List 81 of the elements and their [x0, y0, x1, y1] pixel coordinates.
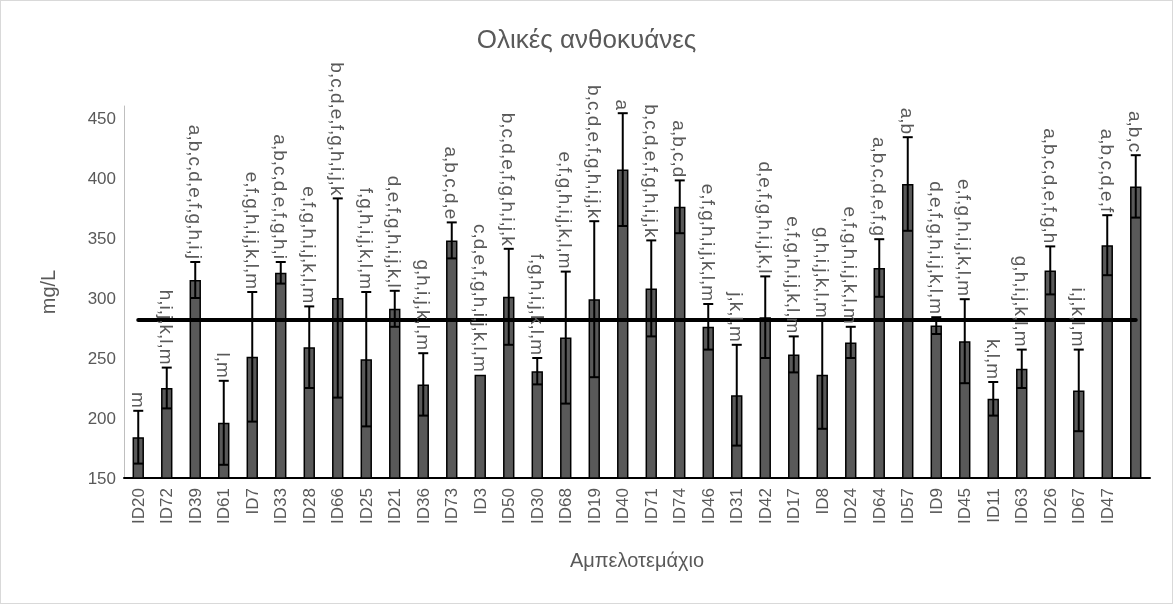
annotation: b,c,d,e,f,g,h,i,j,k	[327, 62, 349, 196]
x-tick-label: ID7	[242, 488, 262, 515]
x-tick-label: ID25	[356, 488, 376, 524]
data-label: a	[612, 99, 634, 111]
y-tick-label: 150	[87, 468, 116, 488]
data-label: a,b,c,d,e,f,g,h,i,j	[184, 124, 206, 259]
x-tick-label: ID20	[128, 488, 148, 524]
x-tick-label: ID66	[328, 488, 348, 524]
data-label: l,m	[213, 352, 235, 378]
x-tick-label: ID26	[1040, 488, 1060, 524]
y-axis-title: mg/L	[37, 269, 59, 315]
x-tick-label: ID61	[214, 488, 234, 524]
x-axis-title: Αμπελοτεμάχιο	[569, 549, 705, 571]
data-label: g,h,i,j,k,l,m	[412, 259, 434, 351]
x-tick-label: ID74	[670, 488, 690, 524]
y-tick-label: 200	[87, 408, 116, 428]
x-tick-label: ID19	[584, 488, 604, 524]
x-tick-label: ID8	[812, 488, 832, 515]
annotation: e,f,g,h,i,j,k,l,m	[241, 171, 263, 289]
x-tick-label: ID67	[1069, 488, 1089, 524]
x-tick-label: ID71	[641, 488, 661, 524]
x-tick-label: ID50	[499, 488, 519, 524]
x-tick-label: ID47	[1097, 488, 1117, 524]
data-label: e,f,g,h,i,j,k,l,m	[697, 183, 719, 301]
data-label: e,f,g,h,i,j,k,l,m	[840, 206, 862, 324]
x-tick-label: ID46	[698, 488, 718, 524]
data-label: a,b	[897, 107, 919, 135]
x-tick-label: ID68	[556, 488, 576, 524]
x-tick-label: ID57	[898, 488, 918, 524]
y-tick-label: 300	[87, 288, 116, 308]
data-label: a,b,c,d,e	[441, 146, 463, 220]
x-tick-label: ID21	[385, 488, 405, 524]
y-tick-label: 450	[87, 108, 116, 128]
data-label: a,b,c,d,e,f,g,h,i	[270, 134, 292, 259]
x-tick-label: ID3	[470, 488, 490, 515]
data-label: m	[127, 391, 149, 408]
y-tick-label: 400	[87, 168, 116, 188]
data-label: f,g,h,i,j,k,l,m	[526, 253, 548, 355]
data-label: d,e,f,g,h,i,j,k,l,m	[925, 181, 947, 315]
data-label: e,f,g,h,i,j,k,l,m	[954, 179, 976, 297]
y-tick-label: 250	[87, 348, 116, 368]
annotation: f,g,h,i,j,k,l,m	[355, 187, 377, 289]
x-tick-label: ID64	[869, 488, 889, 524]
data-label: b,c,d,e,f,g,h,i,j,k	[498, 112, 520, 247]
data-label: c,d,e,f,g,h,i,j,k,l,m	[469, 223, 491, 372]
x-tick-label: ID73	[442, 488, 462, 524]
data-label: b,c,d,e,f,g,h,i,j,k	[640, 104, 662, 238]
data-label: k,l,m	[982, 338, 1004, 379]
annotation: b,c,d,e,f,g,h,i,j,k	[583, 85, 605, 219]
x-tick-label: ID42	[755, 488, 775, 524]
x-tick-label: ID31	[727, 488, 747, 524]
data-label: a,b,c,d,e,f	[1096, 128, 1118, 213]
x-tick-label: ID11	[983, 488, 1003, 523]
data-label: a,b,c,d,e,f,g,h	[1039, 128, 1061, 244]
x-tick-label: ID28	[299, 488, 319, 524]
data-label: d,e,f,g,h,i,j,k,l	[384, 175, 406, 288]
y-tick-label: 350	[87, 228, 116, 248]
x-tick-label: ID39	[185, 488, 205, 524]
x-tick-label: ID17	[784, 488, 804, 524]
x-tick-label: ID24	[841, 488, 861, 524]
x-tick-label: ID9	[926, 488, 946, 515]
data-label: a,b,c	[1125, 111, 1147, 153]
x-tick-label: ID63	[1012, 488, 1032, 524]
x-tick-label: ID45	[955, 488, 975, 524]
data-label: g,h,i,j,k,l,m	[811, 226, 833, 318]
x-tick-label: ID36	[413, 488, 433, 524]
data-label: h,i,j,k,l,m	[156, 289, 178, 365]
x-tick-label: ID30	[527, 488, 547, 524]
x-tick-label: ID72	[157, 488, 177, 524]
data-label: i,j,k,l,m	[1068, 287, 1090, 347]
data-label: a,b,c,d,e,f,g	[868, 136, 890, 237]
annotation: e,f,g,h,i,j,k,l,m	[555, 151, 577, 269]
data-label: e,f,g,h,i,j,k,l,m	[783, 216, 805, 334]
x-tick-label: ID40	[613, 488, 633, 524]
chart-title: Ολικές ανθοκυάνες	[476, 24, 697, 54]
data-label: j,k,l,m	[726, 291, 748, 342]
data-label: g,h,i,j,k,l,m	[1011, 255, 1033, 347]
data-label: d,e,f,g,h,i,j,k,l	[754, 161, 776, 274]
x-tick-label: ID33	[271, 488, 291, 524]
data-label: a,b,c,d	[669, 120, 691, 178]
data-label: e,f,g,h,i,j,k,l,m	[298, 186, 320, 304]
